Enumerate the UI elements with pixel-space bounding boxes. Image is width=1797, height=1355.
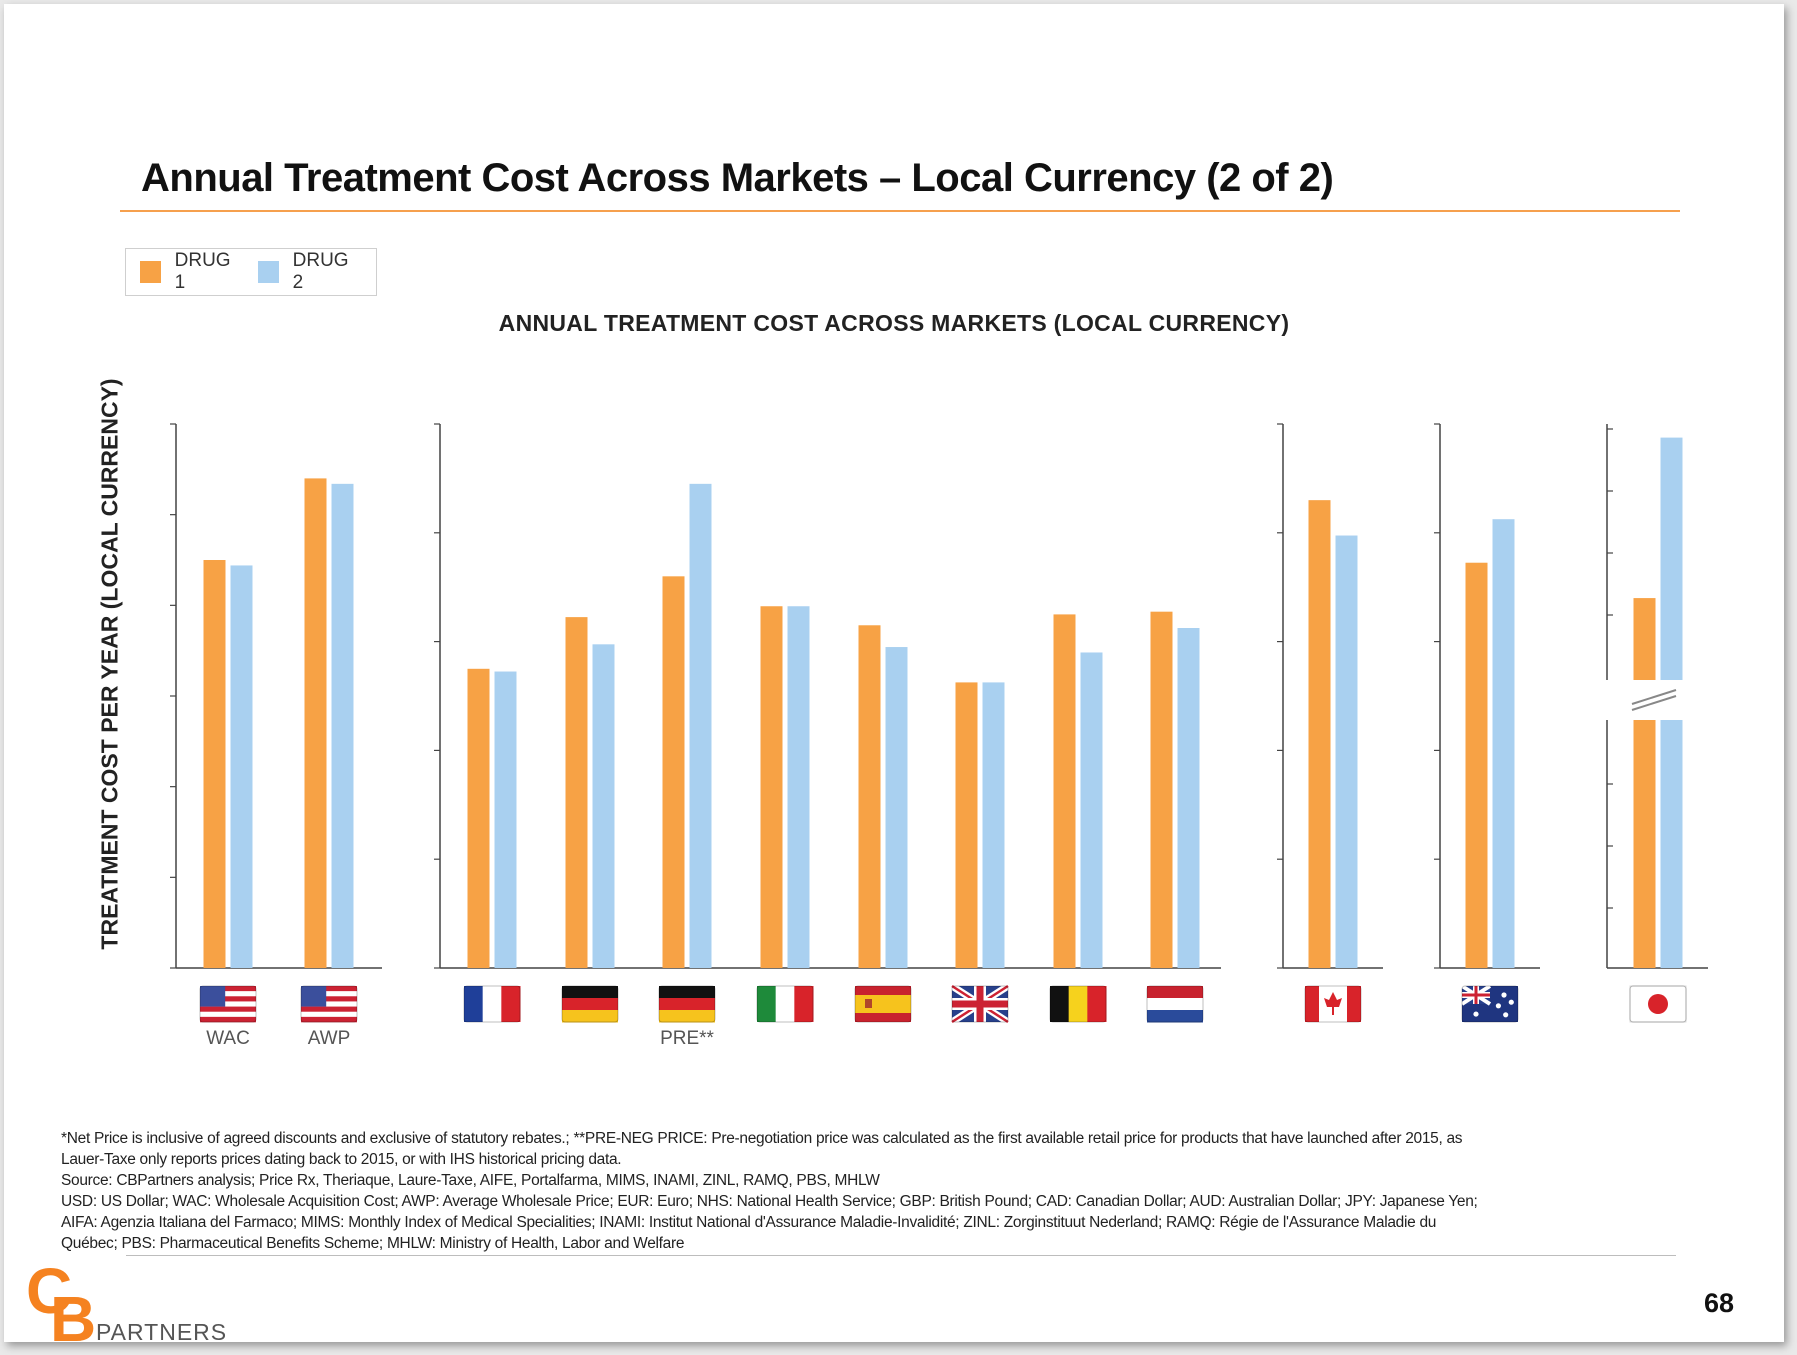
bar-drug-1: [1053, 614, 1076, 968]
footnote-line: Québec; PBS: Pharmaceutical Benefits Sch…: [61, 1235, 685, 1252]
bar-drug-1: [467, 668, 490, 968]
axis-break-gap: [1597, 680, 1708, 720]
bar-drug-2: [494, 671, 517, 968]
chart: WAC AWP PRE**: [170, 423, 1708, 1049]
footnotes: *Net Price is inclusive of agreed discou…: [61, 1128, 1731, 1254]
footnote-line: *Net Price is inclusive of agreed discou…: [61, 1130, 1463, 1147]
logo-text: PARTNERS: [96, 1319, 228, 1345]
flag-us-icon: [300, 985, 358, 1023]
axis-break-mark: [1631, 689, 1677, 705]
legend-item-drug-2: DRUG 2: [258, 250, 360, 294]
chart-title: ANNUAL TREATMENT COST ACROSS MARKETS (LO…: [498, 310, 1290, 336]
category-label: WAC: [206, 1028, 250, 1049]
flag-canada-icon: [1304, 985, 1362, 1023]
bar-drug-2: [592, 644, 615, 968]
legend-label-drug-1: DRUG 1: [174, 250, 231, 293]
flag-japan-icon: [1629, 985, 1687, 1023]
legend-swatch-drug-2: [258, 261, 279, 283]
bar-drug-1: [955, 682, 978, 968]
footnote-line: USD: US Dollar; WAC: Wholesale Acquisiti…: [61, 1193, 1478, 1210]
flag-germany-icon: [658, 985, 716, 1023]
bar-drug-1: [1633, 598, 1656, 968]
footnote-line: Lauer-Taxe only reports prices dating ba…: [61, 1151, 622, 1168]
footnote-line: AIFA: Agenzia Italiana del Farmaco; MIMS…: [61, 1214, 1437, 1231]
bar-drug-2: [885, 647, 908, 968]
cb-partners-logo: C B PARTNERS: [26, 1255, 246, 1351]
bar-drug-1: [565, 617, 588, 968]
bar-drug-2: [982, 682, 1005, 968]
flag-france-icon: [463, 985, 521, 1023]
bar-drug-1: [1465, 562, 1488, 968]
page-number: 68: [1704, 1288, 1735, 1318]
category-label: PRE**: [660, 1028, 714, 1049]
flag-uk-icon: [950, 983, 1010, 1025]
flag-us-icon: [199, 985, 257, 1023]
flag-belgium-icon: [1049, 985, 1107, 1023]
bar-drug-1: [760, 606, 783, 968]
bar-drug-2: [1080, 652, 1103, 968]
slide: Annual Treatment Cost Across Markets – L…: [4, 4, 1784, 1351]
footnote-line: Source: CBPartners analysis; Price Rx, T…: [61, 1172, 880, 1189]
flag-spain-icon: [854, 985, 912, 1023]
footer-divider: [126, 1255, 1676, 1256]
flag-italy-icon: [756, 985, 814, 1023]
flag-australia-icon: [1460, 984, 1519, 1023]
flag-germany-icon: [561, 985, 619, 1023]
bar-drug-2: [689, 483, 712, 968]
flag-netherlands-icon: [1146, 985, 1204, 1023]
page-title: Annual Treatment Cost Across Markets – L…: [141, 156, 1334, 200]
title-divider: [120, 210, 1680, 212]
legend-swatch-drug-1: [140, 261, 161, 283]
bar-drug-2: [1335, 535, 1358, 968]
axis-break-mark: [1631, 695, 1677, 711]
bar-drug-1: [662, 576, 685, 968]
bar-drug-2: [787, 606, 810, 968]
bar-drug-1: [1150, 611, 1173, 968]
logo-mark-b: B: [50, 1283, 97, 1355]
bar-drug-1: [203, 560, 226, 968]
bar-drug-1: [858, 625, 881, 968]
legend-label-drug-2: DRUG 2: [292, 250, 349, 293]
bar-drug-1: [304, 478, 327, 968]
bar-drug-1: [1308, 500, 1331, 968]
legend: DRUG 1 DRUG 2: [125, 248, 377, 296]
category-label: AWP: [308, 1028, 351, 1049]
bar-drug-2: [230, 565, 253, 968]
bar-drug-2: [331, 483, 354, 968]
legend-item-drug-1: DRUG 1: [140, 250, 242, 294]
logo-mark-c: C: [26, 1255, 73, 1327]
bar-drug-2: [1492, 519, 1515, 968]
bar-drug-2: [1177, 628, 1200, 968]
